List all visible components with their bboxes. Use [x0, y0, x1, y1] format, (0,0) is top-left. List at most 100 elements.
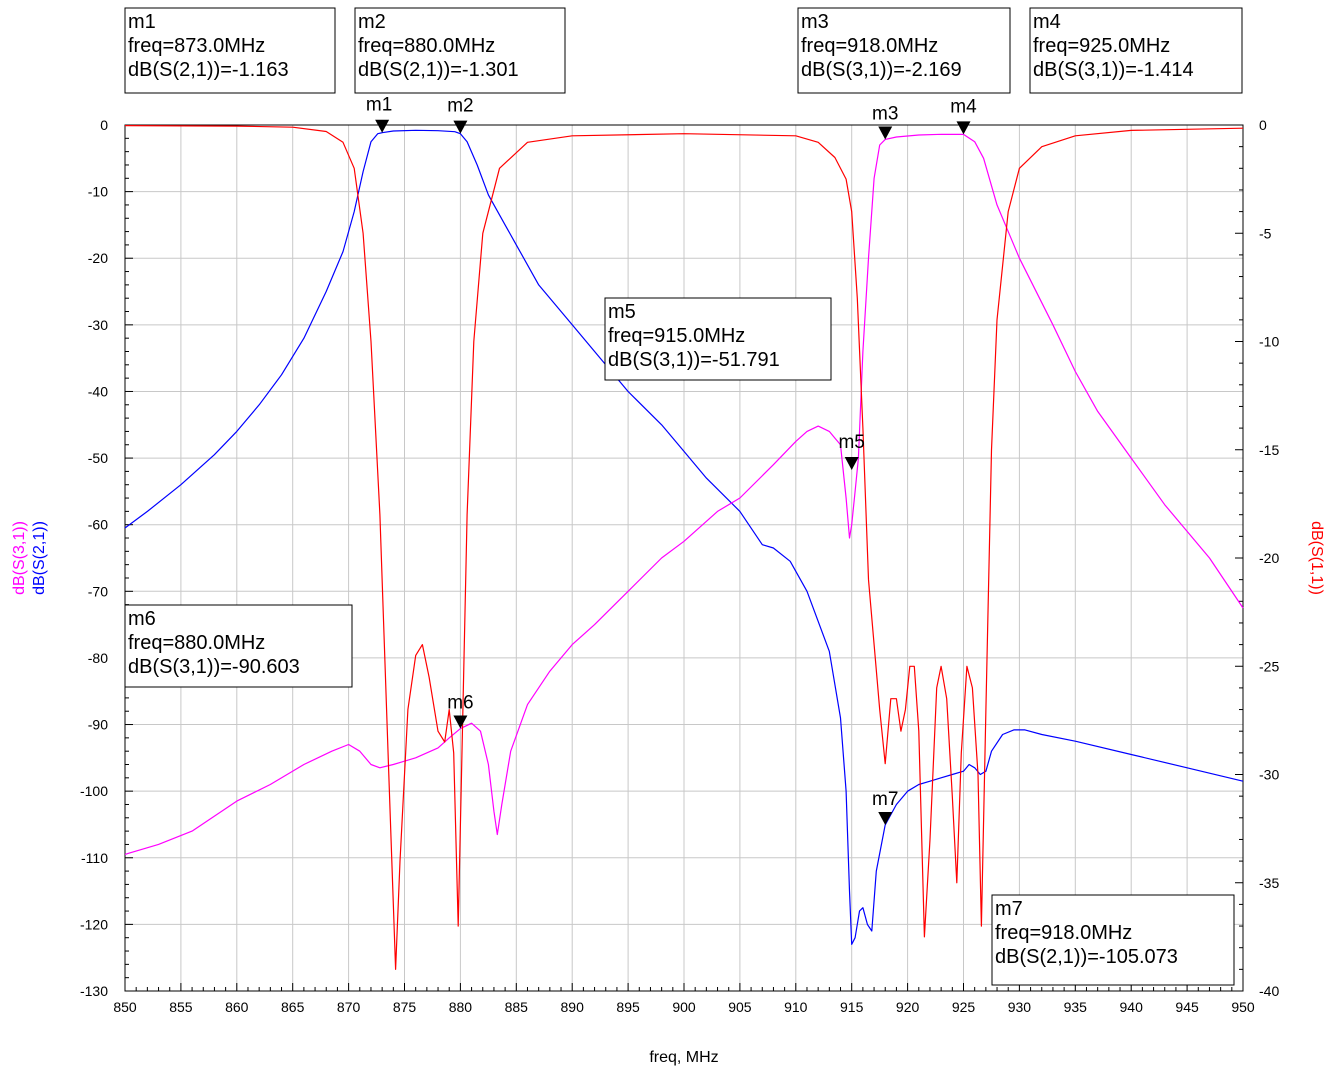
marker-readout-val-text: dB(S(2,1))=-105.073 [995, 946, 1178, 968]
marker-readout-name: m5 [608, 301, 636, 323]
x-axis-title: freq, MHz [649, 1049, 718, 1066]
y-left-tick-label: 0 [100, 117, 108, 133]
series-line-db-s-2-1 [124, 129, 1244, 945]
marker-readout-name: m4 [1033, 11, 1061, 33]
y-left-tick-label: -130 [80, 983, 108, 999]
axes: 850 855 860 865 870 875 880 885 890 895 900 905 910 9… [80, 117, 1279, 1015]
marker-m3-label: m3 [872, 103, 898, 124]
y-left-tick-label: -30 [88, 317, 108, 333]
x-tick-label: 950 [1231, 999, 1255, 1015]
x-tick-label: 895 [616, 999, 640, 1015]
marker-m2-label: m2 [447, 96, 473, 117]
marker-readout-name: m6 [128, 608, 156, 630]
x-tick-label: 890 [561, 999, 585, 1015]
y-right-tick-label: -35 [1259, 875, 1279, 891]
grid [124, 124, 1244, 992]
marker-readout-val-text: dB(S(3,1))=-1.414 [1033, 59, 1194, 81]
marker-readout-freq-text: freq=873.0MHz [128, 35, 265, 57]
marker-readout-box [604, 297, 832, 381]
x-tick-label: 905 [728, 999, 752, 1015]
marker-readout-freq-text: freq=880.0MHz [128, 632, 265, 654]
y-left-tick-label: -70 [88, 583, 108, 599]
marker-readout-name: m2 [358, 11, 386, 33]
series-line-db-s-3-1 [124, 133, 1244, 855]
marker-m6-triangle[interactable] [453, 715, 468, 729]
y-left-tick-label: -100 [80, 783, 108, 799]
y-left-tick-label: -60 [88, 517, 108, 533]
marker-m7-triangle[interactable] [878, 811, 893, 825]
marker-m2-triangle[interactable] [453, 120, 468, 134]
y-left-tick-label: -90 [88, 717, 108, 733]
x-tick-label: 910 [784, 999, 808, 1015]
x-tick-label: 865 [281, 999, 305, 1015]
x-tick-label: 900 [672, 999, 696, 1015]
marker-readout-box [124, 604, 353, 688]
series-line-db-s-1-1 [124, 125, 1244, 970]
marker-m6-label: m6 [447, 693, 473, 714]
marker-m4-triangle[interactable] [956, 121, 971, 135]
marker-readout-val-text: dB(S(2,1))=-1.301 [358, 59, 519, 81]
y-left-tick-label: -80 [88, 650, 108, 666]
x-tick-label: 935 [1064, 999, 1088, 1015]
x-tick-label: 915 [840, 999, 864, 1015]
marker-m4-label: m4 [950, 96, 977, 117]
marker-readout-name: m1 [128, 11, 156, 33]
marker-readout-val-text: dB(S(3,1))=-2.169 [801, 59, 962, 81]
x-tick-label: 930 [1008, 999, 1032, 1015]
marker-readout-box [354, 7, 566, 94]
x-tick-label: 920 [896, 999, 920, 1015]
markers: m1m1freq=873.0MHzdB(S(2,1))=-1.163m2m2fr… [124, 7, 1243, 986]
y-axis-title-right: dB(S(1,1)) [1308, 521, 1325, 595]
x-tick-label: 940 [1120, 999, 1144, 1015]
marker-readout-box [991, 894, 1235, 986]
x-tick-label: 875 [393, 999, 417, 1015]
marker-m1-triangle[interactable] [375, 119, 390, 133]
marker-readout-freq-text: freq=880.0MHz [358, 35, 495, 57]
marker-readout-box [1029, 7, 1243, 94]
y-right-tick-label: -30 [1259, 767, 1279, 783]
y-right-tick-label: -20 [1259, 550, 1279, 566]
marker-readout-freq-text: freq=925.0MHz [1033, 35, 1170, 57]
marker-readout-box [124, 7, 336, 94]
marker-m3-triangle[interactable] [878, 126, 893, 140]
marker-readout-freq-text: freq=915.0MHz [608, 325, 745, 347]
marker-m1-label: m1 [366, 95, 392, 116]
marker-m5-label: m5 [838, 432, 864, 453]
x-tick-label: 855 [169, 999, 193, 1015]
y-left-tick-label: -40 [88, 383, 108, 399]
marker-readout-freq-text: freq=918.0MHz [801, 35, 938, 57]
y-right-tick-label: -40 [1259, 983, 1279, 999]
y-right-tick-label: 0 [1259, 117, 1267, 133]
x-tick-label: 860 [225, 999, 249, 1015]
x-tick-label: 885 [505, 999, 529, 1015]
marker-readout-val-text: dB(S(2,1))=-1.163 [128, 59, 289, 81]
marker-readout-freq-text: freq=918.0MHz [995, 922, 1132, 944]
marker-m7-label: m7 [872, 789, 898, 810]
marker-m5-triangle[interactable] [844, 457, 859, 471]
x-tick-label: 880 [449, 999, 473, 1015]
y-axis-title-left-s21: dB(S(2,1)) [31, 521, 48, 595]
y-left-tick-label: -10 [88, 184, 108, 200]
x-tick-label: 925 [952, 999, 976, 1015]
x-tick-label: 945 [1175, 999, 1199, 1015]
y-right-tick-label: -15 [1259, 442, 1279, 458]
x-tick-label: 850 [113, 999, 137, 1015]
y-left-tick-label: -50 [88, 450, 108, 466]
marker-readout-name: m3 [801, 11, 829, 33]
marker-readout-val-text: dB(S(3,1))=-90.603 [128, 656, 300, 678]
y-right-tick-label: -25 [1259, 658, 1279, 674]
series [124, 125, 1244, 970]
marker-readout-val-text: dB(S(3,1))=-51.791 [608, 349, 780, 371]
y-right-tick-label: -5 [1259, 225, 1272, 241]
marker-readout-box [797, 7, 1011, 94]
x-tick-label: 870 [337, 999, 361, 1015]
y-axis-title-left-s31: dB(S(3,1)) [11, 521, 28, 595]
